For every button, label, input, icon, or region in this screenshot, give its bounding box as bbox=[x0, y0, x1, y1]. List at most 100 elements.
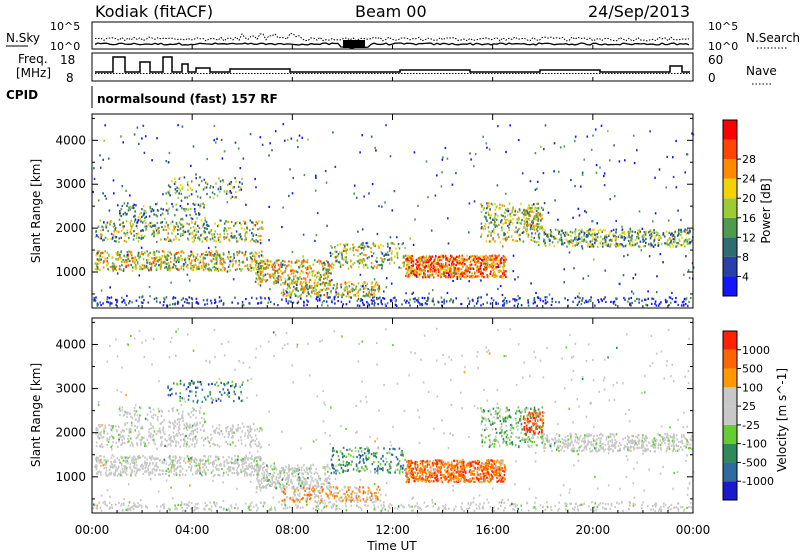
echo-cell bbox=[119, 265, 121, 268]
echo-cell bbox=[405, 267, 407, 270]
noise-right-tick-top: 10^5 bbox=[708, 20, 738, 33]
echo-cell bbox=[105, 466, 108, 469]
echo-cell bbox=[287, 285, 289, 288]
echo-cell bbox=[151, 438, 154, 441]
echo-cell bbox=[281, 265, 283, 268]
echo-cell bbox=[675, 300, 677, 303]
echo-cell bbox=[610, 300, 612, 303]
echo-cell bbox=[159, 473, 162, 476]
echo-cell bbox=[262, 469, 264, 472]
echo-cell bbox=[403, 299, 406, 302]
echo-cell bbox=[379, 296, 381, 299]
echo-cell bbox=[202, 252, 204, 255]
echo-cell bbox=[494, 267, 496, 271]
echo-cell bbox=[686, 242, 689, 245]
echo-cell bbox=[671, 291, 673, 294]
echo-cell bbox=[174, 455, 177, 458]
echo-cell bbox=[150, 267, 152, 270]
echo-cell bbox=[475, 265, 478, 268]
echo-cell bbox=[101, 443, 103, 446]
echo-cell bbox=[591, 245, 593, 248]
echo-cell bbox=[293, 270, 296, 273]
echo-cell bbox=[657, 238, 659, 241]
echo-cell bbox=[269, 273, 272, 276]
echo-cell bbox=[234, 458, 237, 461]
echo-cell bbox=[183, 460, 185, 463]
echo-cell bbox=[199, 196, 202, 199]
echo-cell bbox=[335, 256, 337, 259]
echo-cell bbox=[319, 260, 322, 263]
echo-cell bbox=[243, 456, 246, 459]
echo-cell bbox=[260, 427, 263, 430]
echo-cell bbox=[112, 269, 114, 272]
echo-cell bbox=[421, 256, 424, 259]
colorbar-segment bbox=[723, 276, 737, 296]
echo-cell bbox=[502, 254, 505, 258]
echo-cell bbox=[106, 296, 109, 299]
echo-cell bbox=[629, 244, 631, 247]
echo-cell bbox=[315, 298, 318, 301]
echo-cell bbox=[523, 216, 525, 219]
noise-panel: N.Sky 10^5 10^0 10^5 10^0 N.Search bbox=[6, 20, 800, 53]
echo-cell bbox=[198, 227, 201, 230]
echo-cell bbox=[175, 468, 178, 471]
echo-cell bbox=[197, 468, 199, 471]
echo-cell bbox=[409, 256, 411, 259]
echo-cell bbox=[217, 456, 220, 459]
echo-cell bbox=[203, 262, 205, 265]
echo-cell bbox=[236, 251, 238, 254]
echo-cell bbox=[164, 444, 166, 447]
echo-cell bbox=[345, 258, 347, 262]
echo-cell bbox=[634, 273, 637, 276]
echo-cell bbox=[436, 271, 438, 274]
echo-cell bbox=[412, 297, 415, 301]
echo-cell bbox=[536, 304, 538, 307]
echo-cell bbox=[233, 256, 235, 259]
power-scatter bbox=[92, 123, 695, 308]
echo-cell bbox=[291, 261, 293, 264]
echo-cell bbox=[153, 230, 155, 233]
echo-cell bbox=[615, 245, 617, 248]
echo-cell bbox=[537, 218, 540, 221]
echo-cell bbox=[343, 246, 345, 250]
echo-cell bbox=[225, 192, 228, 195]
echo-cell bbox=[683, 245, 686, 248]
echo-cell bbox=[148, 455, 151, 458]
echo-cell bbox=[150, 263, 153, 266]
echo-cell bbox=[161, 460, 163, 463]
echo-cell bbox=[361, 298, 363, 302]
echo-cell bbox=[139, 468, 141, 472]
echo-cell bbox=[128, 431, 131, 434]
echo-cell bbox=[381, 260, 384, 263]
echo-cell bbox=[658, 236, 660, 239]
echo-cell bbox=[118, 433, 120, 436]
echo-cell bbox=[525, 229, 528, 233]
colorbar-segment bbox=[723, 256, 737, 277]
echo-cell bbox=[420, 257, 422, 260]
echo-cell bbox=[639, 228, 641, 231]
echo-cell bbox=[155, 300, 158, 303]
echo-cell bbox=[311, 274, 314, 277]
echo-cell bbox=[491, 203, 494, 206]
echo-cell bbox=[502, 214, 504, 218]
echo-cell bbox=[386, 242, 389, 245]
echo-cell bbox=[180, 465, 182, 468]
echo-cell bbox=[491, 274, 494, 277]
echo-cell bbox=[214, 473, 216, 476]
echo-cell bbox=[140, 211, 142, 215]
echo-cell bbox=[171, 180, 173, 183]
echo-cell bbox=[534, 301, 536, 304]
echo-cell bbox=[440, 296, 443, 299]
echo-cell bbox=[407, 254, 409, 257]
echo-cell bbox=[189, 426, 192, 429]
echo-cell bbox=[377, 303, 379, 306]
echo-cell bbox=[550, 233, 552, 237]
echo-cell bbox=[677, 230, 680, 233]
echo-cell bbox=[683, 300, 685, 303]
echo-cell bbox=[235, 240, 238, 243]
echo-cell bbox=[130, 251, 133, 254]
echo-cell bbox=[447, 217, 449, 220]
echo-cell bbox=[407, 268, 410, 271]
echo-cell bbox=[164, 432, 166, 436]
echo-cell bbox=[432, 264, 435, 267]
